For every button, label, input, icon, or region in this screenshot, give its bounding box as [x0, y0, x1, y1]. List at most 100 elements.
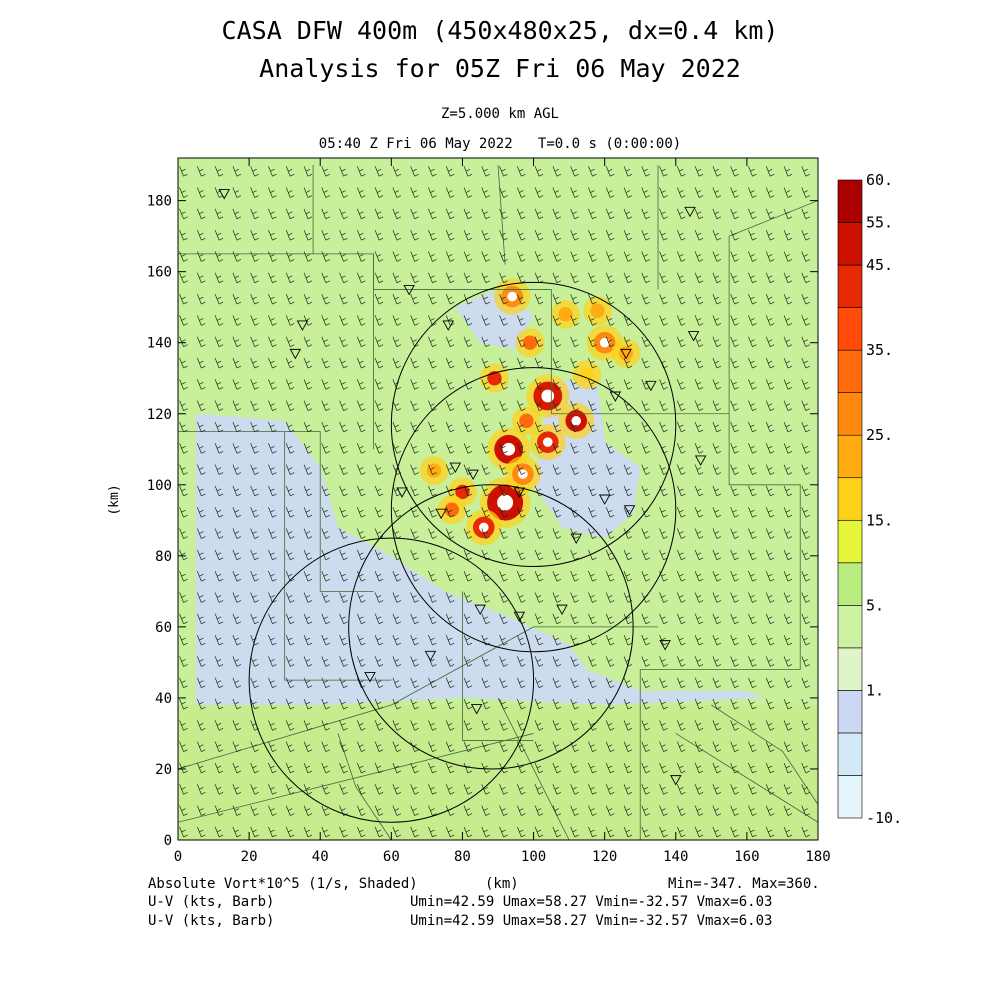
wind-barb — [748, 826, 757, 838]
wind-barb — [677, 421, 686, 433]
wind-barb — [783, 464, 793, 475]
wind-barb — [303, 485, 313, 497]
wind-barb — [552, 293, 562, 305]
wind-barb — [303, 336, 313, 348]
wind-barb — [428, 613, 437, 625]
wind-barb — [197, 677, 206, 689]
wind-barb — [748, 230, 757, 241]
wind-barb — [197, 230, 206, 241]
wind-barb — [534, 698, 544, 710]
wind-barb — [712, 762, 722, 774]
wind-barb — [801, 698, 810, 710]
wind-barb — [605, 656, 615, 667]
wind-barb — [730, 720, 739, 731]
county-boundary — [675, 733, 818, 823]
wind-barb — [712, 826, 722, 838]
wind-barb — [392, 293, 402, 305]
wind-barb — [517, 784, 526, 795]
wind-barb — [321, 315, 330, 326]
wind-barb — [605, 336, 615, 348]
wind-barb — [552, 357, 562, 369]
wind-barb — [783, 357, 793, 369]
wind-barb — [481, 379, 490, 390]
station-marker — [218, 189, 230, 200]
wind-barb — [268, 826, 277, 838]
wind-barb — [641, 251, 650, 262]
station-marker — [570, 533, 582, 544]
wind-barb — [357, 805, 366, 816]
wind-barb — [410, 187, 419, 198]
wind-barb — [588, 336, 597, 348]
wind-barb — [463, 336, 473, 348]
wind-barb — [481, 613, 490, 625]
radar-range-ring — [390, 367, 677, 653]
wind-barb — [801, 272, 810, 284]
wind-barb — [765, 507, 775, 518]
wind-barb — [250, 400, 259, 411]
wind-barb — [339, 549, 348, 561]
wind-barb — [268, 230, 277, 241]
colorbar-swatch — [837, 477, 863, 521]
wind-barb — [712, 549, 722, 561]
wind-barb — [339, 677, 348, 689]
wind-barb — [357, 443, 366, 454]
wind-barb — [392, 166, 402, 177]
wind-barb — [339, 336, 348, 348]
wind-barb — [357, 826, 366, 838]
convective-cell-core — [507, 291, 518, 302]
wind-barb — [481, 357, 490, 369]
wind-barb — [197, 443, 206, 454]
wind-barb — [357, 528, 366, 539]
wind-barb — [179, 634, 188, 646]
wind-barb — [570, 720, 579, 731]
wind-barb — [250, 443, 259, 454]
wind-barb — [659, 613, 668, 625]
wind-barb — [321, 698, 330, 710]
wind-barb — [214, 272, 224, 284]
wind-barb — [605, 528, 615, 539]
wind-barb — [285, 613, 295, 625]
wind-barb — [339, 272, 348, 284]
wind-barb — [321, 784, 330, 795]
wind-barb — [677, 784, 686, 795]
radar-range-ring — [348, 484, 634, 770]
wind-barb — [303, 443, 313, 454]
wind-barb — [374, 720, 384, 731]
wind-barb — [357, 741, 366, 752]
wind-barb — [285, 187, 295, 198]
wind-barb — [801, 507, 810, 518]
wind-barb — [659, 400, 668, 411]
wind-barb — [214, 208, 224, 220]
wind-barb — [552, 187, 562, 198]
wind-barb — [694, 400, 704, 411]
wind-barb — [552, 528, 562, 539]
wind-barb — [659, 251, 668, 262]
wind-barb — [801, 208, 810, 220]
wind-barb — [428, 187, 437, 198]
wind-barb — [694, 634, 704, 646]
wind-barb — [197, 315, 206, 326]
wind-barb — [499, 293, 508, 305]
wind-barb — [392, 741, 402, 752]
wind-barb — [517, 805, 526, 816]
wind-barb — [801, 634, 810, 646]
convective-cell-core — [571, 416, 582, 426]
wind-barb — [659, 741, 668, 752]
wind-barb — [641, 293, 650, 305]
wind-barb — [357, 549, 366, 561]
wind-barb — [659, 698, 668, 710]
wind-barb — [197, 421, 206, 433]
wind-barb — [694, 272, 704, 284]
colorbar-swatch — [837, 605, 863, 649]
wind-barb — [321, 720, 330, 731]
wind-barb — [677, 485, 686, 497]
wind-barb — [765, 187, 775, 198]
wind-barb — [499, 784, 508, 795]
wind-barb — [499, 720, 508, 731]
wind-barb — [339, 613, 348, 625]
wind-barb — [250, 741, 259, 752]
wind-barb — [517, 592, 526, 603]
wind-barb — [250, 549, 259, 561]
wind-barb — [659, 677, 668, 689]
wind-barb — [445, 762, 455, 774]
